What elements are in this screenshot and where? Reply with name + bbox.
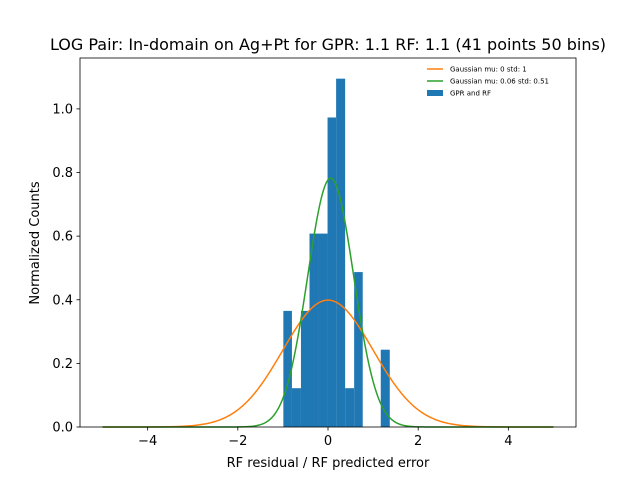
histogram-bar bbox=[345, 388, 355, 427]
histogram-bar bbox=[327, 117, 337, 427]
y-tick-label: 0.6 bbox=[52, 230, 73, 245]
legend-label-1: Gaussian mu: 0 std: 1 bbox=[450, 66, 527, 74]
legend-label-histogram: GPR and RF bbox=[450, 90, 491, 98]
histogram-bar bbox=[283, 310, 292, 427]
histogram-bar bbox=[300, 310, 310, 427]
x-tick-label: 4 bbox=[504, 434, 512, 449]
chart-title: LOG Pair: In-domain on Ag+Pt for GPR: 1.… bbox=[50, 35, 606, 54]
histogram-bar bbox=[291, 388, 301, 427]
y-tick-label: 0.4 bbox=[52, 293, 73, 308]
x-tick-label: −4 bbox=[138, 434, 157, 449]
legend: Gaussian mu: 0 std: 1 Gaussian mu: 0.06 s… bbox=[427, 66, 549, 98]
x-tick-label: −2 bbox=[228, 434, 247, 449]
histogram-bar bbox=[309, 233, 319, 427]
y-tick-label: 1.0 bbox=[52, 102, 73, 117]
legend-label-2: Gaussian mu: 0.06 std: 0.51 bbox=[450, 78, 549, 86]
x-tick-label: 2 bbox=[414, 434, 422, 449]
plot-area: −4 −2 0 2 4 0.0 0.2 0.4 0.6 0.8 1.0 bbox=[52, 57, 577, 449]
y-tick-label: 0.2 bbox=[52, 357, 73, 372]
x-tick-label: 0 bbox=[324, 434, 332, 449]
y-tick-label: 0.8 bbox=[52, 166, 73, 181]
x-axis-title: RF residual / RF predicted error bbox=[227, 456, 430, 471]
legend-swatch-histogram bbox=[427, 90, 443, 96]
y-tick-label: 0.0 bbox=[52, 421, 73, 436]
histogram-bar bbox=[380, 349, 390, 427]
histogram-bar bbox=[354, 272, 363, 427]
histogram-bar bbox=[336, 78, 346, 427]
histogram-bar bbox=[318, 233, 328, 427]
y-axis-title: Normalized Counts bbox=[28, 181, 43, 304]
